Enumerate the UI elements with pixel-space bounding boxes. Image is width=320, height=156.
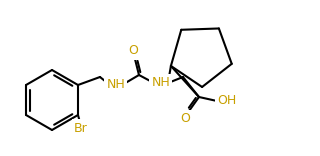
Text: O: O xyxy=(180,112,190,125)
Text: NH: NH xyxy=(107,78,125,92)
Text: NH: NH xyxy=(152,76,170,90)
Text: OH: OH xyxy=(217,95,236,107)
Text: Br: Br xyxy=(74,122,88,134)
Text: O: O xyxy=(128,44,138,58)
